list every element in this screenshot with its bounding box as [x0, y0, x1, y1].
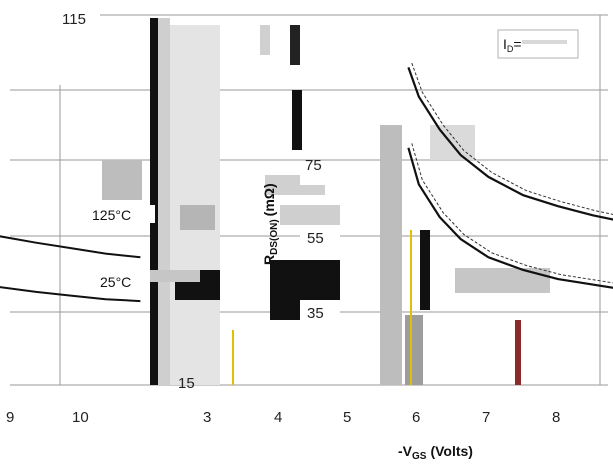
id-annotation-main: I [503, 36, 507, 52]
y-tick-75: 75 [305, 157, 322, 174]
x-axis-label: -VGS (Volts) [398, 443, 473, 462]
series-125c-line [407, 67, 613, 221]
x-tick-6: 6 [412, 409, 420, 426]
series-25c-line [407, 147, 613, 289]
left-fragment-line-2 [0, 286, 141, 303]
left-fragment-line-1 [0, 235, 141, 259]
series-25c-line-dashed [411, 143, 613, 284]
id-annotation-value-smudge [522, 40, 567, 44]
id-annotation: ID= [503, 36, 522, 54]
y-tick-15: 15 [178, 375, 195, 392]
label-25c-bg [98, 272, 150, 290]
x-axis-label-sub: GS [412, 451, 427, 462]
series-label-25c: 25°C [100, 274, 131, 290]
x-tick-5: 5 [343, 409, 351, 426]
y-axis-label-unit: (mΩ) [261, 183, 277, 216]
y-tick-55: 55 [307, 230, 324, 247]
x-tick-10: 10 [72, 409, 89, 426]
y-axis-label-main: R [261, 255, 277, 265]
id-annotation-eq: = [513, 36, 521, 52]
x-tick-4: 4 [274, 409, 282, 426]
y-axis-label: RDS(ON) (mΩ) [261, 183, 280, 265]
y-tick-115: 115 [62, 11, 86, 28]
y-tick-35: 35 [307, 305, 324, 322]
x-tick-8: 8 [552, 409, 560, 426]
scan-artifacts [102, 18, 550, 385]
x-axis-label-main: -V [398, 443, 413, 459]
series-label-125c: 125°C [92, 207, 131, 223]
id-annotation-sub: D [507, 44, 514, 54]
x-tick-9: 9 [6, 409, 14, 426]
series-layer [0, 62, 613, 303]
x-tick-3: 3 [203, 409, 211, 426]
y-axis-label-sub: DS(ON) [269, 219, 280, 255]
x-axis-label-unit: (Volts) [430, 443, 473, 459]
x-tick-7: 7 [482, 409, 490, 426]
label-125c-bg [95, 205, 155, 223]
